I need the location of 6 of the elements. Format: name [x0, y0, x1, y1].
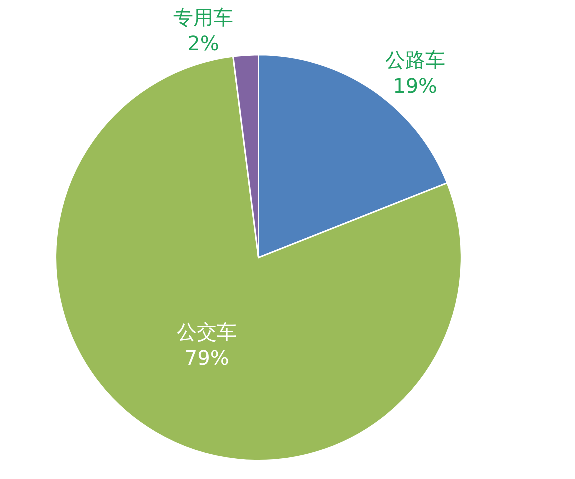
data-label: 19% [393, 74, 438, 98]
slice-label: 专用车 [174, 5, 234, 30]
data-label: 79% [184, 346, 230, 370]
slice-label: 公交车 [177, 320, 238, 344]
slice-label: 公路车 [385, 48, 446, 72]
data-label: 2% [188, 31, 220, 56]
